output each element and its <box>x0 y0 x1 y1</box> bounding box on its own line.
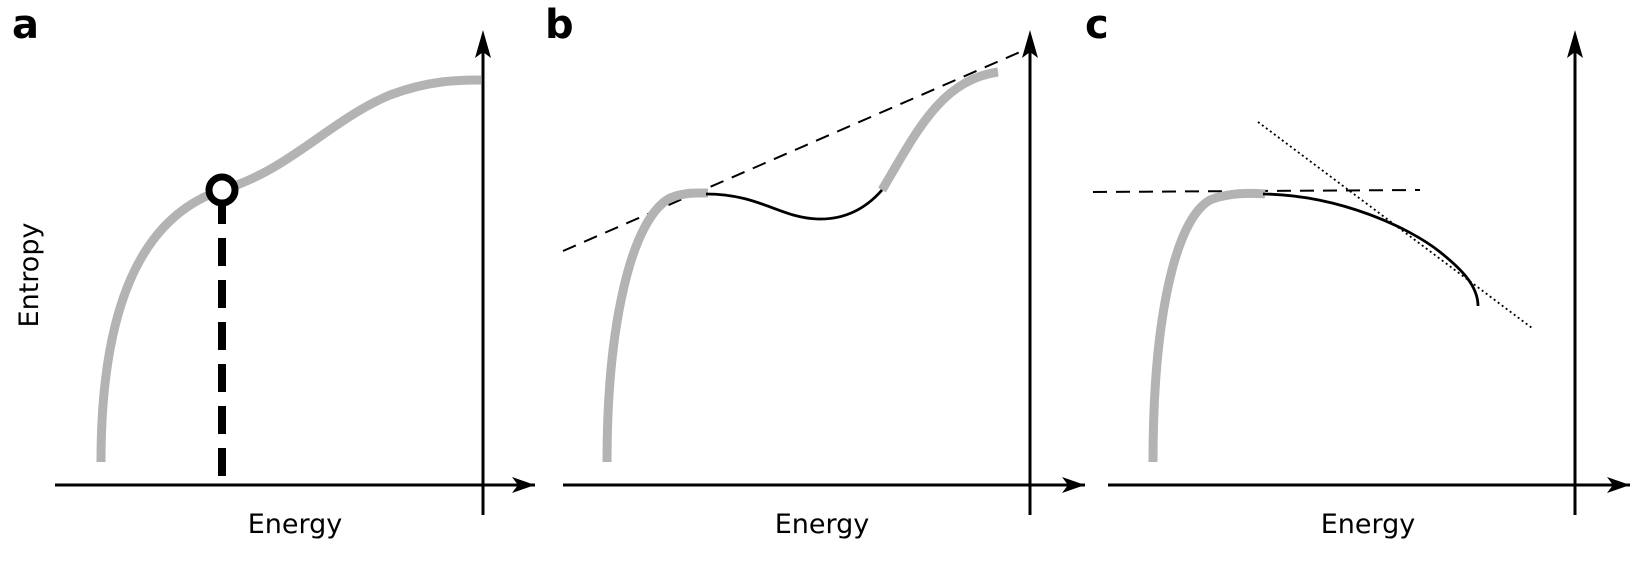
panel-c-stable-branch <box>1148 188 1266 463</box>
panel-b: b Energy <box>545 2 1085 540</box>
panel-b-stable-branch-left <box>602 188 709 463</box>
panel-a-y-axis-arrow-icon <box>475 30 491 58</box>
panel-c: c Energy <box>1085 2 1630 540</box>
panel-b-y-axis-arrow-icon <box>1022 30 1038 58</box>
panel-a: a Energy Entropy <box>12 2 535 540</box>
panel-b-label: b <box>545 2 574 48</box>
panel-b-convex-intruder <box>705 189 884 221</box>
panel-c-label: c <box>1085 2 1109 48</box>
panel-a-x-axis-arrow-icon <box>512 477 535 493</box>
panel-b-x-axis-arrow-icon <box>1062 477 1085 493</box>
panel-a-y-axis-label: Entropy <box>14 223 45 328</box>
panel-b-common-tangent <box>562 51 1021 252</box>
panel-b-x-axis-label: Energy <box>775 509 870 540</box>
panel-c-x-axis-arrow-icon <box>1607 477 1630 493</box>
panel-b-stable-branch-right <box>878 67 999 193</box>
panel-c-decreasing-branch <box>1262 192 1480 307</box>
panel-a-x-axis-label: Energy <box>248 509 343 540</box>
panel-a-label: a <box>12 2 39 48</box>
panel-a-state-marker <box>205 173 239 207</box>
panel-c-x-axis-label: Energy <box>1321 509 1416 540</box>
panel-c-y-axis-arrow-icon <box>1567 30 1583 58</box>
panel-a-entropy-curve <box>96 75 482 463</box>
